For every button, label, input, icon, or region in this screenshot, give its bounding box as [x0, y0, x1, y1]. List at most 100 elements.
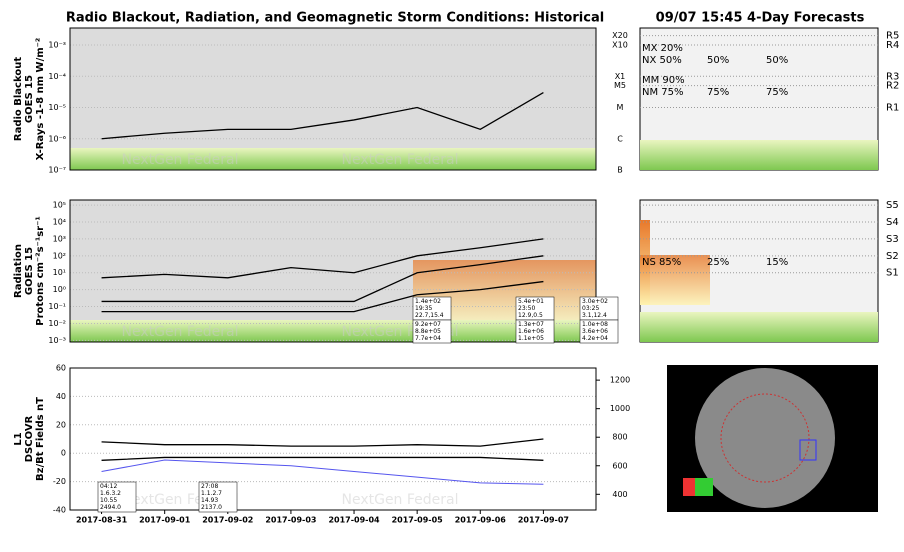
y-tick-label: 10³	[53, 234, 66, 243]
annotation-text: 27:08	[201, 483, 218, 490]
y2-tick-label: 400	[612, 490, 627, 499]
forecast-value: 25%	[707, 257, 729, 268]
annotation-text: 1.4e+02	[415, 298, 441, 305]
y-axis-label: Radiation	[13, 244, 24, 298]
class-label: C	[617, 134, 623, 143]
x-tick-label: 2017-09-05	[392, 516, 444, 525]
y2-tick-label: 600	[612, 461, 627, 470]
class-label: X20	[612, 31, 628, 40]
class-label: X10	[612, 41, 628, 50]
forecast-value: MM 90%	[642, 75, 685, 86]
y-tick-label: 20	[56, 420, 66, 429]
class-label: B	[617, 166, 623, 175]
forecast-value: 50%	[766, 55, 788, 66]
annotation-text: 5.4e+01	[518, 298, 544, 305]
annotation-text: 1.3e+07	[518, 321, 544, 328]
y2-tick-label: 1000	[610, 404, 630, 413]
y-axis-label: L1	[13, 432, 24, 445]
annotation-text: 1.0e+08	[582, 321, 608, 328]
forecast-value: NX 50%	[642, 55, 682, 66]
y-axis-label: Protons cm⁻²s⁻¹sr⁻¹	[35, 216, 46, 326]
forecast-value: MX 20%	[642, 43, 683, 54]
y-tick-label: 10⁻¹	[48, 302, 66, 311]
y-tick-label: 10⁻⁶	[48, 134, 66, 143]
y-tick-label: 10⁻³	[48, 41, 66, 50]
annotation-text: 23:50	[518, 305, 535, 312]
scale-label: R2	[886, 81, 899, 92]
x-tick-label: 2017-08-31	[76, 516, 128, 525]
forecast-title: 09/07 15:45 4-Day Forecasts	[656, 11, 865, 26]
plot-area	[70, 368, 596, 510]
y-tick-label: 10⁻⁷	[48, 166, 66, 175]
forecast-value: 15%	[766, 257, 788, 268]
annotation-text: 03:25	[582, 305, 599, 312]
y-axis-label: Radio Blackout	[13, 57, 24, 141]
y2-tick-label: 1200	[610, 376, 630, 385]
forecast-value: 75%	[707, 87, 729, 98]
sun-image	[667, 365, 878, 512]
annotation-text: 3.0e+02	[582, 298, 608, 305]
forecast-value: NM 75%	[642, 87, 684, 98]
x-tick-label: 2017-09-01	[139, 516, 191, 525]
y-tick-label: -40	[53, 506, 66, 515]
y-tick-label: 10⁴	[53, 217, 66, 226]
scale-label: S2	[886, 251, 899, 262]
annotation-text: 7.7e+04	[415, 335, 441, 342]
annotation-text: 19:35	[415, 305, 432, 312]
scale-label: S3	[886, 234, 899, 245]
forecast-value: NS 85%	[642, 257, 681, 268]
y2-tick-label: 800	[612, 433, 627, 442]
annotation-text: 9.2e+07	[415, 321, 441, 328]
watermark: NextGen Federal	[341, 152, 458, 168]
watermark: NextGen Federal	[121, 152, 238, 168]
annotation-text: 4.2e+04	[582, 335, 608, 342]
scale-label: S1	[886, 268, 899, 279]
annotation-text: 3.6e+06	[582, 328, 608, 335]
y-tick-label: 0	[61, 449, 66, 458]
y-tick-label: 10⁵	[53, 201, 66, 210]
forecast-quiet	[640, 140, 878, 170]
y-tick-label: 10⁻⁴	[48, 72, 66, 81]
watermark: NextGen Federal	[121, 324, 238, 340]
y-tick-label: 10⁻²	[48, 319, 66, 328]
y-tick-label: 10⁰	[53, 285, 66, 294]
y-axis-label: GOES 15	[24, 75, 35, 123]
x-tick-label: 2017-09-02	[202, 516, 253, 525]
y-tick-label: 10⁻⁵	[48, 103, 66, 112]
y-tick-label: 60	[56, 364, 66, 373]
y-axis-label: DSCOVR	[24, 415, 35, 462]
y-axis-label: X-Rays -1-8 nm W/m⁻²	[35, 38, 46, 161]
scale-label: R1	[886, 103, 899, 114]
annotation-text: 2494.0	[100, 504, 121, 511]
class-label: M5	[614, 81, 626, 90]
y-axis-label: Bz/Bt Fields nT	[35, 397, 46, 481]
annotation-text: 12.9,0.5	[518, 312, 543, 319]
y-tick-label: 40	[56, 392, 66, 401]
x-tick-label: 2017-09-03	[265, 516, 316, 525]
forecast-value: 50%	[707, 55, 729, 66]
annotation-text: 10.55	[100, 497, 117, 504]
x-tick-label: 2017-09-06	[455, 516, 507, 525]
annotation-text: 22.7,15.4	[415, 312, 444, 319]
scale-label: R4	[886, 40, 899, 51]
class-label: M	[617, 103, 624, 112]
forecast-quiet	[640, 312, 878, 342]
title: Radio Blackout, Radiation, and Geomagnet…	[66, 11, 604, 26]
dashboard: Radio Blackout, Radiation, and Geomagnet…	[0, 0, 904, 548]
annotation-text: 1.6e+06	[518, 328, 544, 335]
annotation-text: 1.1e+05	[518, 335, 544, 342]
y-tick-label: 10⁻³	[48, 336, 66, 345]
scale-label: S5	[886, 200, 899, 211]
annotation-text: 8.8e+05	[415, 328, 441, 335]
watermark: NextGen Federal	[341, 492, 458, 508]
annotation-text: 3.1,12.4	[582, 312, 607, 319]
annotation-text: 14.93	[201, 497, 218, 504]
annotation-text: 1.6.3.2	[100, 490, 121, 497]
x-tick-label: 2017-09-04	[328, 516, 380, 525]
class-label: X1	[615, 72, 626, 81]
annotation-text: 1.1.2.7	[201, 490, 222, 497]
forecast-value: 75%	[766, 87, 788, 98]
scale-label: S4	[886, 217, 899, 228]
y-tick-label: 10²	[53, 251, 66, 260]
annotation-text: 2137.0	[201, 504, 222, 511]
